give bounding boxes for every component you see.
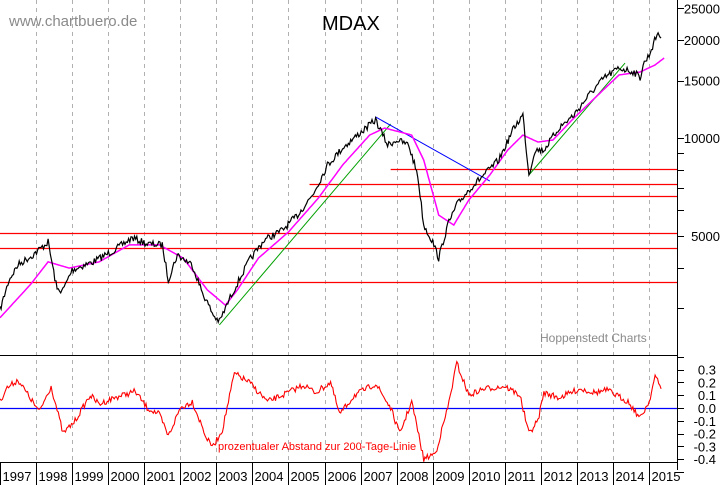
oscillator-tick-label: 0.2 [698, 375, 716, 390]
oscillator-tick-label: 0.0 [698, 401, 716, 416]
year-label: 2008 [400, 469, 429, 484]
oscillator-tick-label: -0.4 [694, 452, 716, 467]
uptrend-line [528, 62, 626, 176]
year-label: 2014 [616, 469, 645, 484]
oscillator-tick-label: 0.1 [698, 388, 716, 403]
year-label: 2005 [291, 469, 320, 484]
price-line [0, 31, 662, 325]
oscillator-tick-label: 0.3 [698, 363, 716, 378]
trendlines [218, 62, 626, 326]
year-label: 1997 [3, 469, 32, 484]
year-label: 2006 [328, 469, 357, 484]
year-label: 2001 [147, 469, 176, 484]
year-label: 2015 [652, 469, 681, 484]
oscillator-annotation: prozentualer Abstand zur 200-Tage-Linie [218, 441, 416, 453]
price-tick-label: 15000 [684, 74, 720, 89]
price-tick-label: 20000 [684, 33, 720, 48]
year-label: 2009 [436, 469, 465, 484]
year-label: 2004 [255, 469, 284, 484]
year-label: 2012 [544, 469, 573, 484]
source-label: Hoppenstedt Charts [540, 331, 647, 345]
watermark: www.chartbuero.de [8, 13, 137, 30]
chart-title: MDAX [322, 13, 380, 35]
distance-line [0, 360, 662, 462]
ma200-line [0, 57, 665, 319]
year-label: 2010 [472, 469, 501, 484]
downtrend-line [375, 116, 491, 182]
oscillator-tick-label: -0.1 [694, 414, 716, 429]
horizontal-levels [0, 168, 677, 410]
series-layer [0, 31, 665, 462]
uptrend-line [218, 123, 392, 326]
year-label: 2013 [580, 469, 609, 484]
price-tick-label: 25000 [684, 1, 720, 16]
oscillator-tick-label: -0.2 [694, 427, 716, 442]
year-label: 2002 [183, 469, 212, 484]
oscillator-tick-label: -0.3 [694, 439, 716, 454]
year-label: 2003 [219, 469, 248, 484]
year-label: 2007 [364, 469, 393, 484]
year-label: 1998 [39, 469, 68, 484]
year-label: 2011 [508, 469, 536, 484]
price-tick-label: 10000 [684, 131, 720, 146]
year-gridlines [36, 0, 650, 462]
year-label: 1999 [75, 469, 104, 484]
year-label: 2000 [111, 469, 140, 484]
price-tick-label: 5000 [691, 229, 720, 244]
